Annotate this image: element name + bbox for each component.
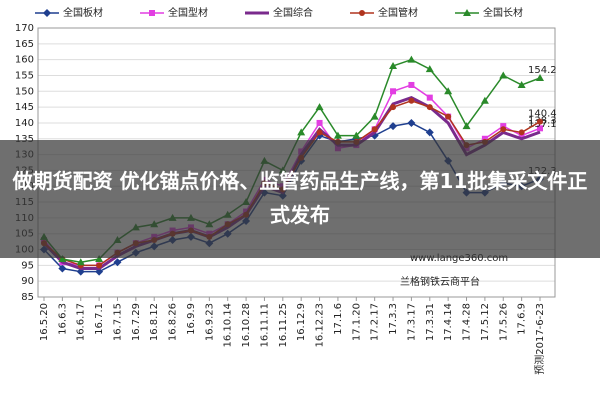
marker [389,122,398,131]
marker [149,10,155,16]
y-tick-label: 140 [15,118,34,129]
marker [500,126,507,133]
x-tick-label: 17.2.17 [370,303,381,341]
marker [536,74,544,82]
legend-label: 全国板材 [63,6,103,19]
marker [537,118,543,125]
legend-label: 全国长材 [483,6,523,19]
x-tick-label: 16.7.29 [131,303,142,341]
x-tick-label: 17.6.9 [517,303,528,335]
x-tick-label: 17.1.6 [333,303,344,335]
marker [425,128,434,137]
legend-label: 全国管材 [378,6,418,19]
x-tick-label: 16.6.3 [57,303,68,335]
x-tick-label: 16.8.26 [168,303,179,341]
marker [462,122,471,130]
x-tick-label: 17.5.26 [498,303,509,341]
y-tick-label: 135 [15,134,34,145]
marker [315,103,324,111]
x-tick-label: 16.11.11 [259,303,270,348]
marker [445,113,452,120]
marker [316,119,323,126]
x-tick-label: 17.3.17 [406,303,417,341]
marker [426,94,433,101]
y-tick-label: 165 [15,39,34,50]
watermark: 兰格钢铁云商平台 [400,275,480,288]
marker [499,71,508,79]
marker [518,132,525,139]
marker [408,97,415,104]
end-label: 137.1 [528,119,557,130]
marker [113,258,122,267]
marker [463,9,471,16]
x-tick-label: 17.4.28 [462,303,473,341]
marker [95,255,104,263]
x-tick-label: 17.3.31 [425,303,436,341]
marker [407,118,416,127]
marker [297,128,306,136]
marker [500,123,507,130]
marker [481,135,488,142]
marker [517,80,526,88]
x-tick-label: 17.5.12 [480,303,491,341]
marker [390,104,397,111]
marker [425,65,434,73]
x-tick-label: 17.1.20 [351,303,362,341]
marker [518,129,525,136]
watermark: www.lange360.com [410,253,508,264]
x-tick-label: 16.7.15 [112,303,123,341]
marker [407,55,416,63]
x-tick-label: 16.7.1 [94,303,105,335]
x-tick-label: 16.5.20 [39,303,50,341]
x-tick-label: 16.11.25 [278,303,289,348]
end-label: 154.2 [528,65,557,76]
end-label: 140.4 [528,109,557,120]
marker [58,264,67,273]
marker [96,262,103,269]
marker [333,131,342,139]
marker [58,255,67,263]
x-tick-label: 16.12.23 [315,303,326,348]
x-tick-label: 预测2017-6-23 [533,303,546,375]
marker [316,129,323,136]
marker [390,88,397,95]
y-tick-label: 85 [21,292,34,303]
marker [352,131,361,139]
x-tick-label: 16.9.9 [186,303,197,335]
y-tick-label: 150 [15,86,34,97]
marker [370,112,379,120]
marker [389,61,398,69]
y-tick-label: 95 [21,260,34,271]
y-tick-label: 160 [15,55,34,66]
legend-label: 全国综合 [273,6,313,19]
marker [359,10,365,16]
x-tick-label: 16.9.23 [204,303,215,341]
x-tick-label: 16.6.17 [76,303,87,341]
x-tick-label: 17.3.3 [388,303,399,335]
y-tick-label: 90 [21,276,34,287]
x-tick-label: 16.10.14 [223,303,234,348]
marker [43,9,51,17]
banner: 做期货配资 优化锚点价格、监管药品生产线，第11批集采文件正式发布 [0,140,600,258]
marker [480,96,489,104]
y-tick-label: 170 [15,23,34,34]
x-tick-label: 17.4.14 [443,303,454,341]
legend-label: 全国型材 [168,6,208,19]
x-tick-label: 16.10.28 [241,303,252,348]
y-tick-label: 145 [15,102,34,113]
marker [537,125,543,132]
banner-text: 做期货配资 优化锚点价格、监管药品生产线，第11批集采文件正式发布 [12,169,588,227]
marker [76,258,85,266]
marker [408,81,415,88]
x-tick-label: 16.8.12 [149,303,160,341]
marker [426,104,433,111]
y-tick-label: 155 [15,70,34,81]
x-tick-label: 16.12.9 [296,303,307,341]
marker [371,126,378,133]
marker [444,87,453,95]
